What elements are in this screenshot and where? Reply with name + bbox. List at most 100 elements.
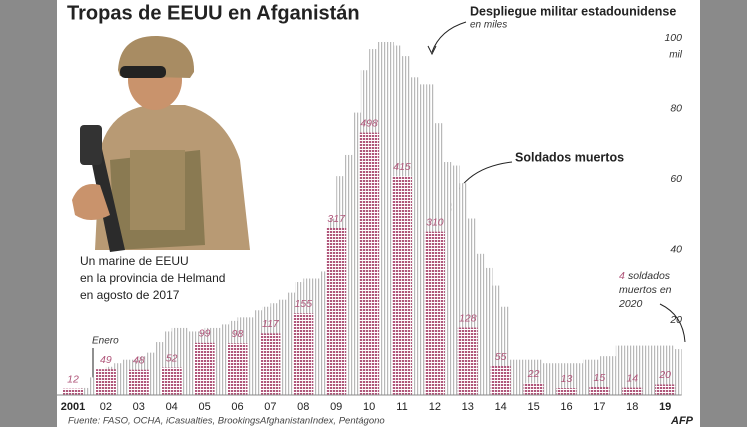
deployment-bar	[665, 345, 674, 395]
deaths-label: 15	[594, 372, 606, 384]
deaths-column	[457, 327, 478, 395]
deployment-bar	[286, 292, 296, 395]
deaths-column	[95, 369, 116, 395]
deployment-bar	[673, 349, 682, 395]
deaths-label: 13	[561, 373, 573, 385]
note-2020-value: 4	[619, 270, 625, 282]
x-tick-label: 09	[330, 401, 342, 413]
x-tick-label: 14	[495, 401, 507, 413]
y-tick-label: 60	[670, 173, 682, 185]
deaths-label: 98	[232, 328, 244, 340]
x-tick-label: 12	[429, 401, 441, 413]
arrow	[431, 21, 467, 53]
x-tick-label: 18	[626, 401, 638, 413]
deaths-column	[523, 383, 544, 395]
source: Fuente: FASO, OCHA, iCasualties, Brookin…	[68, 416, 385, 427]
note-2020-line: 2020	[618, 298, 643, 310]
deaths-column	[326, 227, 347, 395]
photo-caption: Un marine de EEUU	[80, 254, 189, 268]
deaths-column	[490, 366, 511, 395]
deaths-label: 48	[133, 354, 145, 366]
deployment-bar	[582, 359, 592, 395]
x-tick-label: 19	[659, 401, 671, 413]
deployment-bar	[122, 359, 131, 395]
deployment-bar	[574, 363, 583, 395]
deployment-bar	[599, 356, 608, 395]
note-2020-line: soldados	[628, 270, 671, 282]
deployment-bar	[467, 218, 477, 395]
enero-label: Enero	[92, 336, 119, 347]
note-2020-line: muertos en	[619, 284, 672, 296]
deaths-column	[556, 388, 577, 395]
deployment-bar	[648, 345, 657, 395]
deaths-label: 12	[67, 373, 79, 385]
deaths-label: 99	[199, 328, 211, 340]
arrowhead	[427, 45, 437, 56]
deployment-bar	[500, 306, 509, 395]
x-tick-label: 02	[100, 401, 112, 413]
deaths-column	[293, 313, 314, 395]
x-tick-label: 15	[527, 401, 539, 413]
deployment-bar	[558, 363, 567, 395]
deployment-bar	[656, 345, 666, 395]
deployment-bar	[245, 317, 254, 395]
deployment-bar	[566, 363, 575, 395]
deployment-bar	[550, 363, 559, 395]
deaths-label: 14	[626, 372, 638, 384]
x-tick-label: 04	[166, 401, 178, 413]
deployment-bar	[344, 154, 353, 395]
deployment-bar	[418, 84, 427, 396]
deaths-label: 20	[658, 369, 671, 381]
deaths-column	[194, 342, 215, 395]
deaths-column	[424, 231, 445, 395]
deployment-bar	[640, 345, 649, 395]
x-tick-label: 08	[297, 401, 309, 413]
deaths-column	[589, 387, 610, 395]
deployment-label: Despliegue militar estadounidense	[470, 4, 676, 18]
deaths-column	[392, 176, 412, 395]
deaths-label: 310	[426, 216, 444, 228]
deployment-bar	[632, 345, 641, 395]
deaths-label: 52	[166, 352, 178, 364]
deaths-column	[227, 343, 248, 395]
deaths-column	[161, 367, 182, 395]
deployment-bar	[541, 363, 551, 395]
deaths-column	[359, 132, 380, 395]
deaths-column	[622, 387, 643, 395]
x-tick-label: 07	[264, 401, 276, 413]
deployment-bar	[476, 253, 485, 395]
deployment-bar	[155, 342, 164, 395]
arrow	[659, 303, 686, 343]
x-tick-label: 03	[133, 401, 145, 413]
deployment-bar	[278, 299, 287, 395]
deaths-label: 317	[327, 213, 346, 225]
deployment-bar	[410, 77, 419, 396]
deaths-label: 117	[262, 318, 280, 330]
x-tick-label: 2001	[61, 401, 85, 413]
deployment-bar	[508, 359, 518, 395]
deployment-unit: en miles	[470, 20, 507, 31]
x-tick-label: 10	[363, 401, 375, 413]
chart-title: Tropas de EEUU en Afganistán	[67, 2, 360, 24]
deaths-label: 498	[360, 117, 378, 129]
deaths-label: Soldados muertos	[515, 150, 624, 164]
deployment-bar	[591, 359, 600, 395]
deployment-bar	[171, 327, 180, 395]
deployment-bar	[163, 331, 172, 395]
deployment-bar	[459, 183, 468, 395]
deployment-bar	[517, 359, 526, 395]
deployment-bar	[624, 345, 633, 395]
deployment-bar	[525, 359, 534, 395]
deaths-column	[260, 333, 281, 395]
deaths-label: 415	[393, 161, 411, 173]
logo: AFP	[670, 415, 694, 427]
deployment-bar	[147, 352, 156, 395]
photo-caption: en la provincia de Helmand	[80, 271, 225, 285]
deployment-bar	[385, 42, 394, 395]
deployment-bar	[377, 42, 386, 395]
deployment-bar	[319, 271, 328, 395]
x-tick-label: 11	[396, 401, 407, 413]
deployment-bar	[451, 165, 460, 395]
y-unit: mil	[669, 50, 683, 61]
